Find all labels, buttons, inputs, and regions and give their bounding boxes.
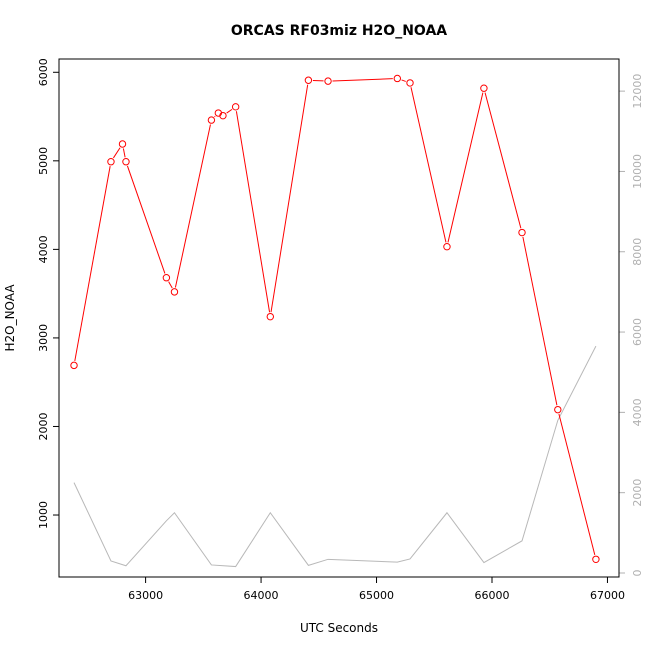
y2-tick-label-2: 4000 [631,398,644,426]
primary-series-point-14 [406,79,414,87]
primary-series-point-4 [162,274,171,282]
x-tick-label-0: 63000 [128,589,163,602]
y-tick-label-5: 6000 [37,58,50,86]
x-tick-label-4: 67000 [590,589,625,602]
primary-series-segment-13 [401,79,406,82]
y2-tick-label-5: 10000 [631,154,644,189]
primary-series-segment-18 [558,413,596,556]
primary-series-segment-5 [174,124,211,288]
primary-series-point-5 [170,288,179,296]
secondary-series-line [73,345,597,568]
primary-series-segment-0 [74,166,111,362]
x-tick-label-2: 65000 [359,589,394,602]
primary-series-segment-6 [214,115,216,118]
primary-series-segment-14 [410,87,447,243]
primary-series-segment-16 [484,92,522,229]
primary-series-point-0 [70,361,78,370]
primary-series-point-1 [107,158,115,166]
series-layer [70,74,600,568]
primary-series-segment-17 [522,236,558,406]
y2-tick-label-0: 0 [631,569,644,576]
primary-series-point-10 [266,312,274,321]
y-tick-label-4: 5000 [37,147,50,175]
y-axis-label: H2O_NOAA [3,284,17,352]
primary-series-segment-4 [168,281,173,289]
primary-series-point-13 [393,74,402,83]
primary-series-segment-15 [447,92,484,243]
y2-tick-label-1: 2000 [631,479,644,507]
primary-series-point-8 [219,111,227,120]
primary-series-segment-9 [235,111,271,313]
primary-series-point-16 [480,84,488,92]
y-tick-label-2: 3000 [37,324,50,352]
y-tick-label-1: 2000 [37,412,50,440]
y2-tick-label-6: 12000 [631,74,644,109]
primary-series-segment-2 [122,148,126,158]
x-tick-label-3: 66000 [474,589,509,602]
plot-frame [58,58,620,578]
primary-series-point-18 [554,405,562,414]
y2-tick-label-3: 6000 [631,318,644,346]
y-tick-label-0: 1000 [37,501,50,529]
primary-series-point-2 [118,140,127,148]
x-tick-label-1: 64000 [244,589,279,602]
y-tick-label-3: 4000 [37,235,50,263]
primary-series-segment-3 [126,165,166,274]
x-axis-label: UTC Seconds [300,621,378,635]
primary-series-point-11 [304,76,313,84]
primary-series-point-12 [324,77,332,85]
primary-series-segment-8 [226,108,233,114]
axes-layer: 63000 64000 65000 66000 67000 1000 2000 3000 400… [37,58,644,602]
primary-series-point-19 [592,555,600,563]
y2-tick-label-4: 8000 [631,238,644,266]
primary-series-segment-10 [270,84,309,313]
primary-series-segment-12 [332,78,393,82]
primary-series-point-15 [443,243,451,251]
primary-series-point-6 [207,116,216,124]
primary-series-point-3 [122,158,130,166]
primary-series-point-17 [518,228,526,237]
primary-series-point-9 [231,103,240,111]
chart-title: ORCAS RF03miz H2O_NOAA [231,23,447,39]
primary-series-segment-1 [112,147,121,159]
